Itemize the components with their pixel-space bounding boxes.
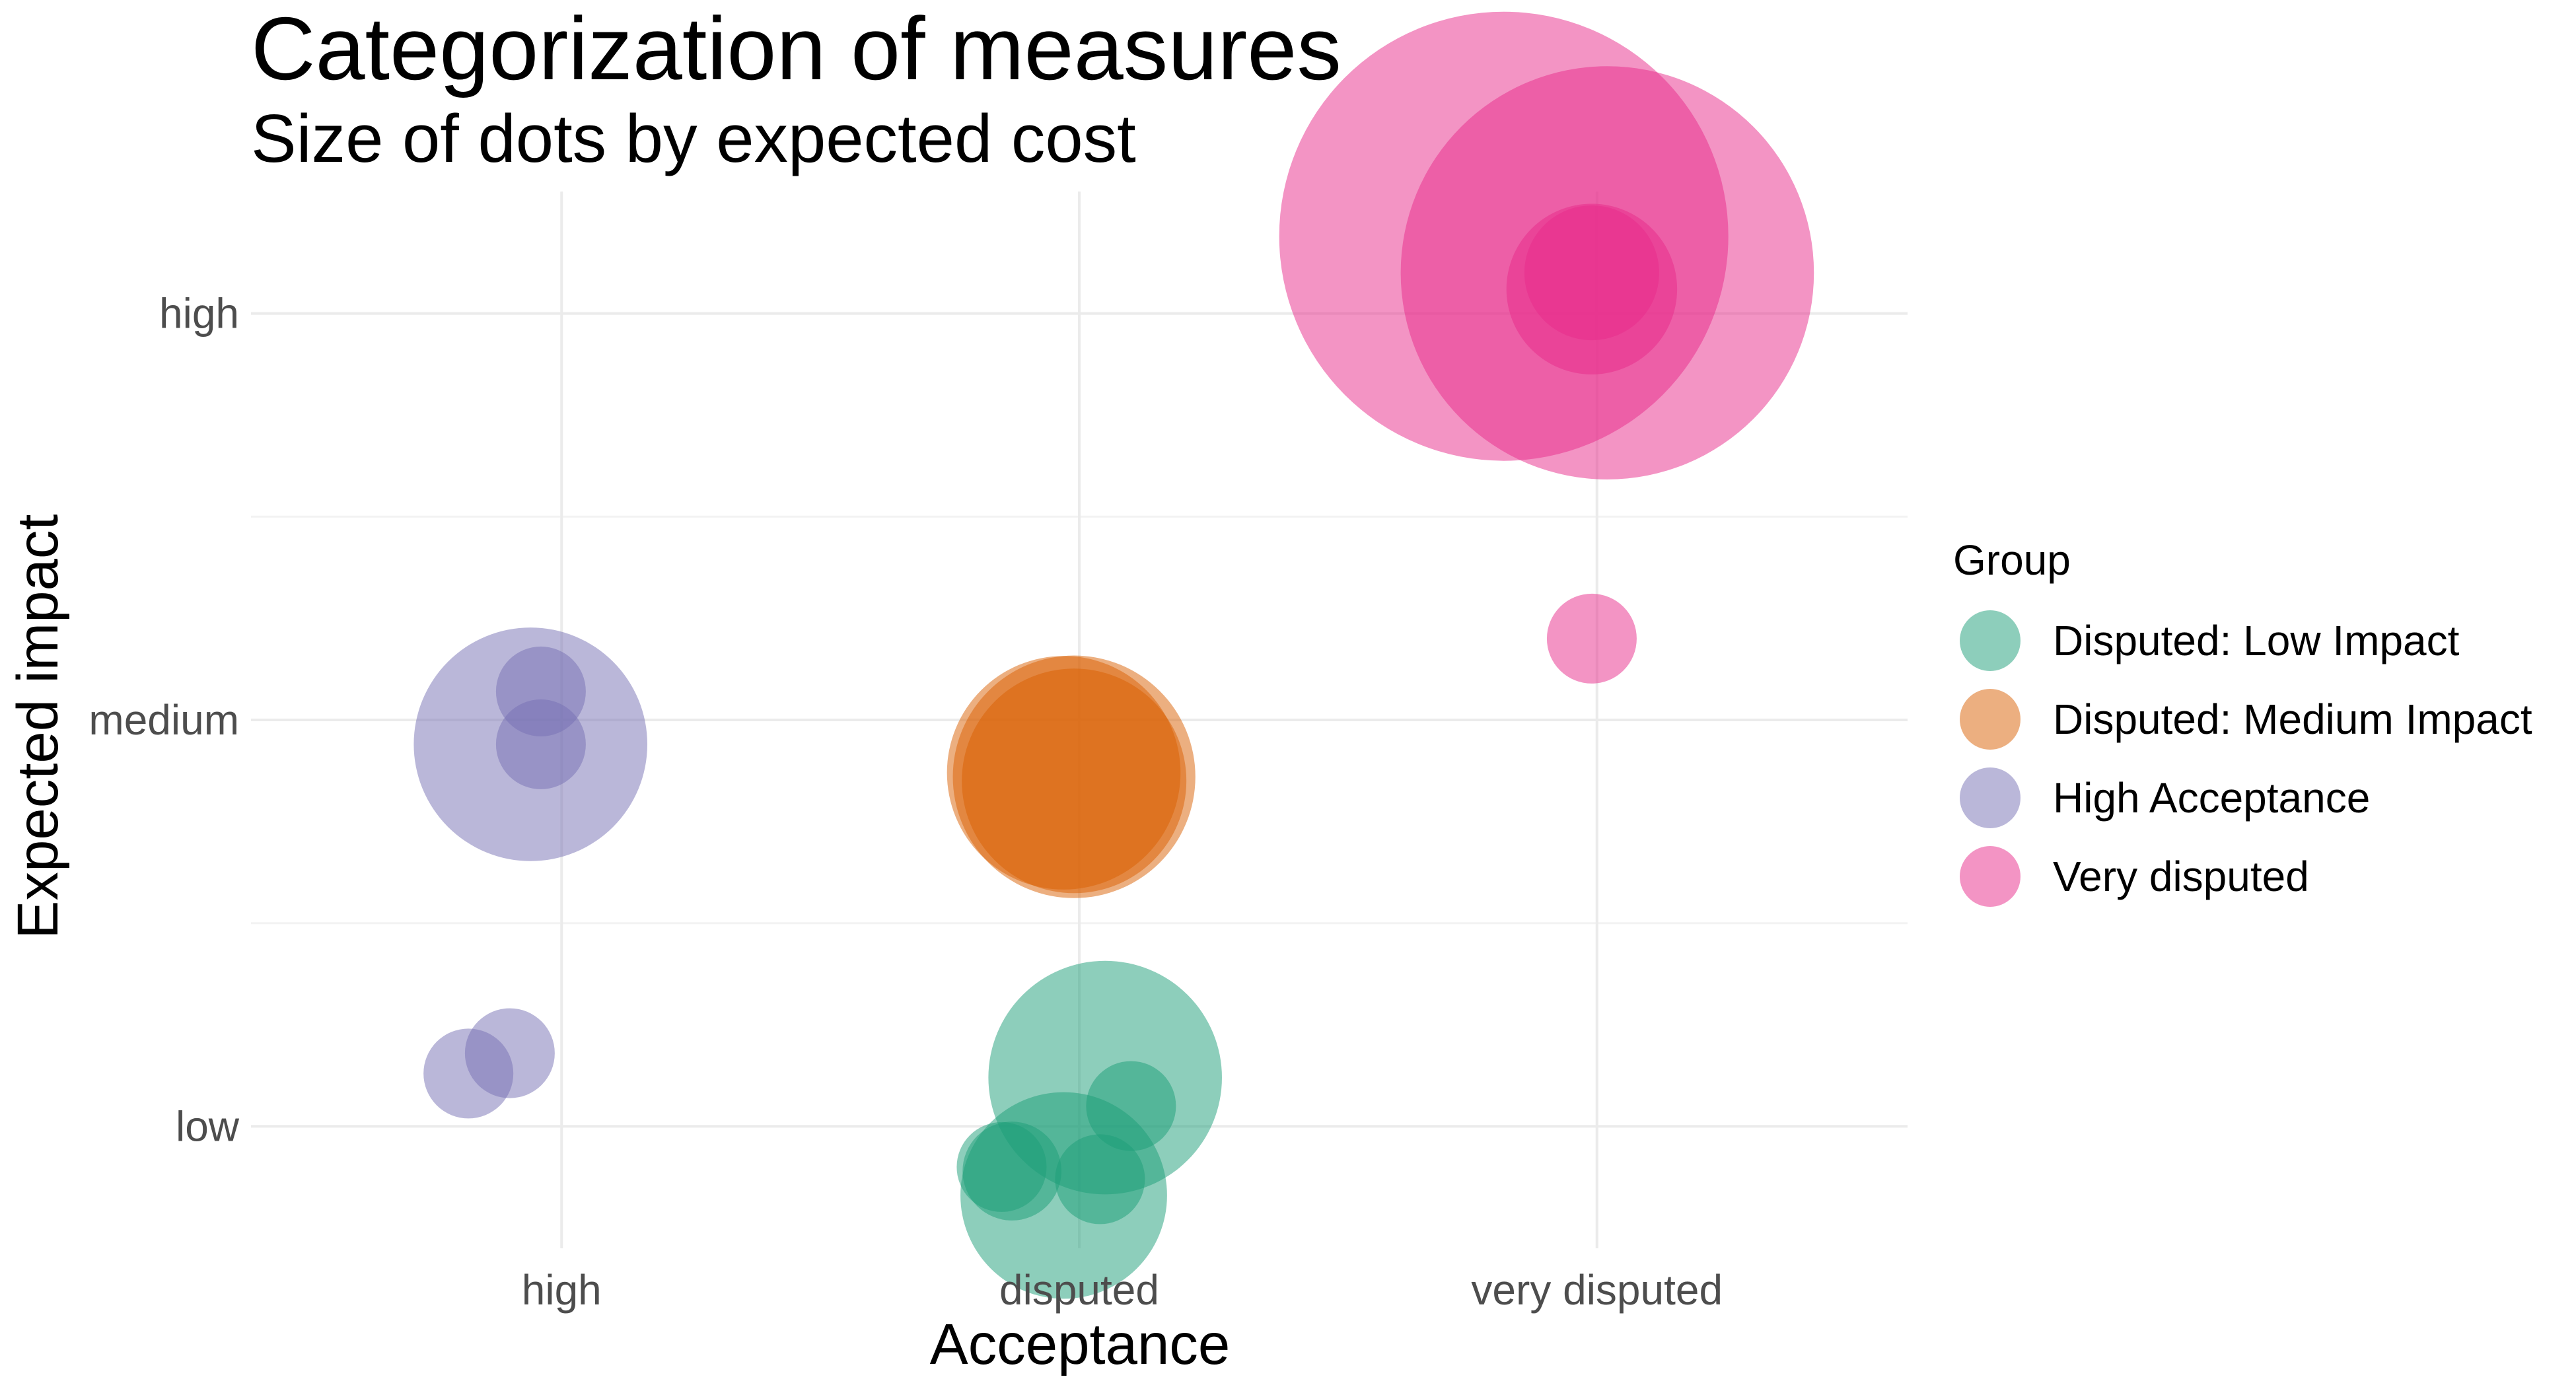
point-1-6 (956, 1121, 1047, 1212)
x-tick-label-2: disputed (999, 1266, 1159, 1314)
legend-label-4: Very disputed (2053, 853, 2309, 900)
legend-label-3: High Acceptance (2053, 774, 2370, 822)
legend-key-2 (1960, 689, 2021, 750)
y-tick-label-2: medium (89, 696, 239, 744)
chart-subtitle: Size of dots by expected cost (251, 100, 1136, 176)
legend: Group Disputed: Low Impact Disputed: Medi… (1953, 536, 2532, 907)
legend-key-1 (1960, 610, 2021, 671)
legend-label-2: Disputed: Medium Impact (2053, 695, 2532, 743)
point-2-3 (962, 668, 1187, 894)
y-tick-label-1: low (176, 1102, 240, 1150)
y-tick-label-3: high (159, 290, 239, 338)
legend-label-1: Disputed: Low Impact (2053, 617, 2460, 664)
point-1-4 (1055, 1134, 1145, 1225)
x-tick-label-3: very disputed (1471, 1266, 1723, 1314)
point-3-5 (423, 1028, 514, 1119)
legend-key-3 (1960, 767, 2021, 828)
data-points (413, 11, 1814, 1299)
point-4-5 (1546, 593, 1637, 684)
x-tick-label-1: high (522, 1266, 602, 1314)
legend-title: Group (1953, 536, 2071, 584)
x-axis-title: Acceptance (930, 1312, 1231, 1376)
point-4-4 (1524, 205, 1659, 341)
axis-ticks: high disputed very disputed low medium high (89, 290, 1723, 1314)
point-3-3 (495, 646, 586, 736)
chart-title: Categorization of measures (251, 0, 1342, 98)
legend-key-4 (1960, 846, 2021, 907)
y-axis-title: Expected impact (6, 514, 70, 939)
